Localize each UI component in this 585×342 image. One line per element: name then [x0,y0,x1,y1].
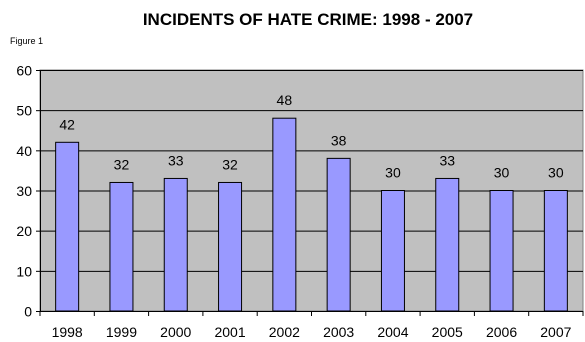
y-tick-label: 30 [16,183,32,199]
data-label-2006: 30 [494,165,510,181]
data-label-2003: 38 [331,132,347,148]
data-label-1999: 32 [114,156,130,172]
bar-2005 [435,177,460,312]
y-tick-label: 0 [24,304,32,320]
bar-2001 [218,181,243,312]
x-tick-label-2003: 2003 [323,324,354,340]
bar-2007 [543,190,568,312]
data-label-2000: 33 [168,152,184,168]
x-tick-label-1998: 1998 [52,324,83,340]
chart-title: INCIDENTS OF HATE CRIME: 1998 - 2007 [143,10,473,29]
y-tick-label: 60 [16,63,32,79]
bar-1999 [109,181,134,312]
bar-2000 [163,177,188,312]
y-tick-label: 10 [16,263,32,279]
y-tick-label: 50 [16,103,32,119]
data-label-2007: 30 [548,165,564,181]
bar-1998 [55,141,80,312]
x-tick-label-2007: 2007 [540,324,571,340]
y-tick-label: 40 [16,143,32,159]
data-label-2005: 33 [439,152,455,168]
data-label-1998: 42 [59,116,75,132]
x-tick-label-2002: 2002 [269,324,300,340]
bar-2004 [380,190,405,312]
data-label-2001: 32 [222,156,238,172]
bar-2002 [272,117,297,312]
figure-label: Figure 1 [10,36,43,46]
x-tick-label-2005: 2005 [432,324,463,340]
bar-2006 [489,190,514,312]
x-tick-label-2006: 2006 [486,324,517,340]
x-tick-label-2004: 2004 [377,324,408,340]
data-label-2002: 48 [277,92,293,108]
data-label-2004: 30 [385,165,401,181]
y-tick-label: 20 [16,223,32,239]
bar-2003 [326,157,351,312]
x-tick-label-1999: 1999 [106,324,137,340]
plot-area: 0 10 20 30 40 50 60 42 1998 32 1999 33 2000 32 2001 48 2… [16,63,584,340]
x-tick-label-2001: 2001 [214,324,245,340]
x-tick-label-2000: 2000 [160,324,191,340]
